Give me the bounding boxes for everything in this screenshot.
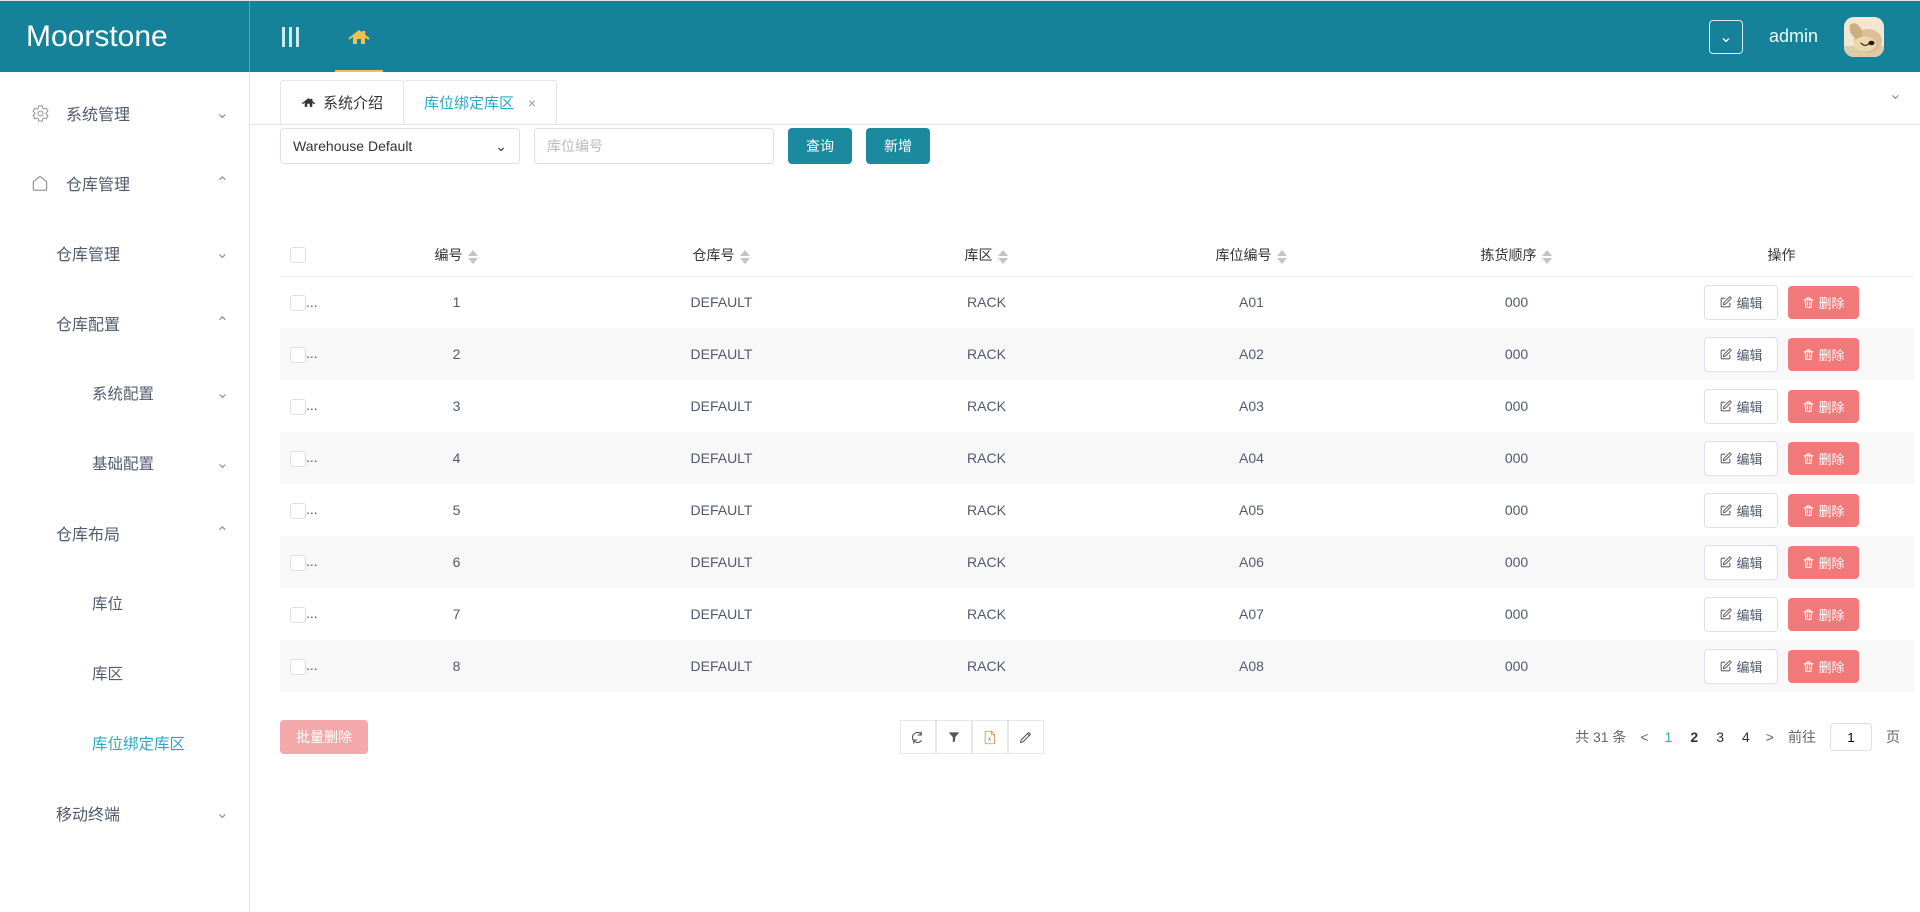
svg-text:X: X [988,736,991,741]
